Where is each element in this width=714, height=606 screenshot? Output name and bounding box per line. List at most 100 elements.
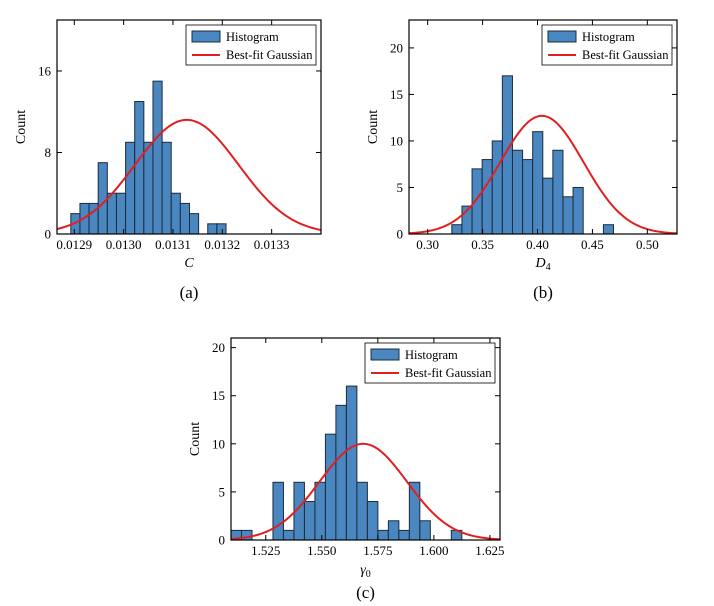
plot-area bbox=[57, 80, 321, 234]
y-axis-label: Count bbox=[366, 110, 381, 144]
histogram-bar bbox=[481, 159, 493, 234]
legend-box bbox=[185, 24, 317, 66]
legend-histogram-swatch bbox=[191, 30, 221, 43]
y-tick-label: 8 bbox=[45, 145, 52, 160]
histogram-bar bbox=[366, 501, 379, 540]
histogram-bar bbox=[491, 140, 503, 234]
y-tick-label: 15 bbox=[212, 388, 225, 403]
y-tick-label: 16 bbox=[38, 63, 52, 78]
histogram-bar bbox=[179, 202, 190, 234]
histogram-bar bbox=[377, 529, 389, 540]
histogram-bar bbox=[387, 520, 400, 540]
histogram-bar bbox=[216, 223, 227, 234]
histogram-bar bbox=[143, 141, 154, 234]
x-axis-symbol: D bbox=[534, 256, 545, 271]
legend: Histogram Best-fit Gaussian bbox=[364, 342, 496, 384]
x-tick-label: 1.575 bbox=[363, 543, 392, 558]
y-tick-label: 5 bbox=[219, 484, 226, 499]
x-axis-symbol: γ bbox=[360, 563, 366, 578]
gaussian-fit-line bbox=[231, 442, 500, 540]
legend-gaussian-label: Best-fit Gaussian bbox=[226, 48, 313, 62]
histogram-bar bbox=[303, 501, 316, 540]
histogram-bar bbox=[324, 433, 337, 540]
panel-b: 0.30 0.35 0.40 0.45 0.50 0 5 10 15 20 Count D4 (b) Hi… bbox=[366, 19, 678, 302]
histogram-bar bbox=[188, 213, 200, 234]
legend: Histogram Best-fit Gaussian bbox=[541, 24, 673, 66]
panel-caption: (c) bbox=[356, 583, 375, 602]
x-axis-label: D4 bbox=[534, 256, 550, 273]
legend-gaussian-label: Best-fit Gaussian bbox=[582, 48, 669, 62]
histogram-bar bbox=[398, 529, 410, 540]
y-tick-label: 20 bbox=[390, 40, 403, 55]
histogram-bar bbox=[532, 131, 544, 234]
histogram-bar bbox=[511, 149, 524, 234]
x-tick-label: 0.30 bbox=[416, 237, 439, 252]
x-tick-label: 1.625 bbox=[475, 543, 504, 558]
histogram-bar bbox=[115, 192, 127, 234]
x-axis-label: C bbox=[184, 256, 194, 271]
histogram-bar bbox=[161, 141, 172, 234]
plot-area bbox=[409, 75, 677, 234]
x-tick-label: 1.525 bbox=[251, 543, 280, 558]
x-tick-label: 0.45 bbox=[581, 237, 604, 252]
histogram-bar bbox=[602, 224, 615, 234]
histogram-bar bbox=[106, 192, 117, 234]
histogram-bar bbox=[125, 141, 136, 234]
histogram-bar bbox=[152, 80, 163, 234]
x-axis-label: γ0 bbox=[360, 563, 371, 580]
y-tick-label: 0 bbox=[397, 227, 404, 242]
plot-area bbox=[231, 385, 500, 540]
histogram-bar bbox=[335, 404, 347, 540]
panel-caption: (b) bbox=[533, 283, 553, 302]
y-tick-label: 5 bbox=[397, 180, 404, 195]
legend-gaussian-label: Best-fit Gaussian bbox=[405, 366, 492, 380]
histogram-bar bbox=[272, 481, 284, 540]
legend-histogram-swatch bbox=[370, 348, 400, 361]
y-axis-label: Count bbox=[14, 110, 29, 144]
axes-frame bbox=[56, 19, 322, 235]
histogram-bar bbox=[419, 520, 431, 540]
x-tick-label: 0.40 bbox=[526, 237, 549, 252]
gaussian-fit-line bbox=[409, 114, 677, 234]
legend-histogram-label: Histogram bbox=[405, 348, 458, 362]
histogram-bar bbox=[562, 196, 574, 234]
histogram-bar bbox=[314, 481, 326, 540]
histogram-bar bbox=[451, 224, 463, 234]
histogram-bar bbox=[552, 149, 564, 234]
x-axis-subscript: 4 bbox=[546, 262, 551, 273]
histogram-bar bbox=[572, 186, 584, 234]
axes-frame bbox=[408, 19, 678, 235]
panel-a: 0.0129 0.0130 0.0131 0.0132 0.0133 0 8 16 Count C… bbox=[14, 19, 322, 302]
histogram-bar bbox=[97, 162, 108, 234]
x-tick-label: 1.550 bbox=[307, 543, 336, 558]
legend: Histogram Best-fit Gaussian bbox=[185, 24, 317, 66]
x-axis-symbol: C bbox=[184, 256, 194, 271]
histogram-bar bbox=[207, 223, 218, 234]
y-tick-label: 20 bbox=[212, 340, 225, 355]
histogram-bar bbox=[356, 481, 368, 540]
histogram-bar bbox=[542, 177, 554, 234]
x-tick-label: 0.0129 bbox=[56, 237, 92, 252]
histogram-bar bbox=[471, 168, 483, 234]
histogram-bar bbox=[170, 192, 181, 234]
legend-histogram-label: Histogram bbox=[226, 30, 279, 44]
y-tick-label: 10 bbox=[212, 436, 225, 451]
histogram-bar bbox=[522, 159, 534, 234]
legend-histogram-label: Histogram bbox=[582, 30, 635, 44]
y-tick-label: 0 bbox=[219, 533, 226, 548]
x-tick-label: 0.0132 bbox=[204, 237, 240, 252]
x-tick-label: 0.0130 bbox=[106, 237, 142, 252]
x-tick-label: 0.50 bbox=[636, 237, 659, 252]
y-tick-label: 0 bbox=[45, 227, 52, 242]
y-tick-label: 10 bbox=[390, 133, 403, 148]
legend-histogram-swatch bbox=[547, 30, 577, 43]
panel-caption: (a) bbox=[180, 283, 199, 302]
axes-frame bbox=[230, 337, 501, 541]
y-axis-label: Count bbox=[188, 422, 203, 456]
y-tick-label: 15 bbox=[390, 87, 403, 102]
histogram-bar bbox=[240, 529, 253, 540]
histogram-bar bbox=[345, 385, 358, 540]
histogram-bar bbox=[282, 529, 295, 540]
x-tick-label: 1.600 bbox=[419, 543, 448, 558]
